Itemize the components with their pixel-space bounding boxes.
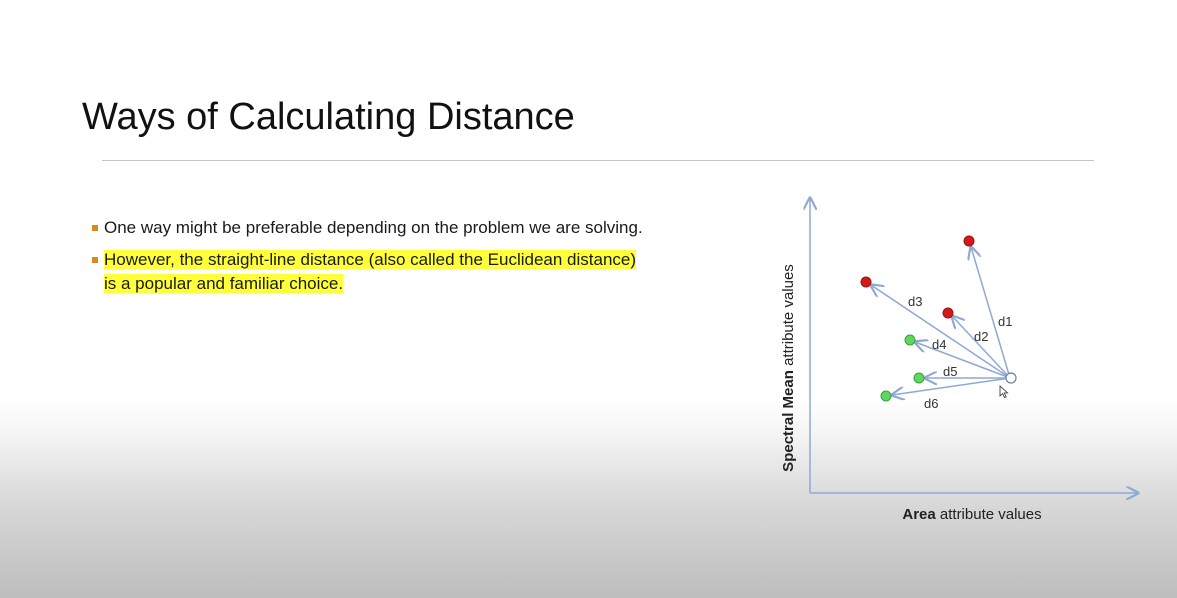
bullet-item-2: However, the straight-line distance (als… (92, 248, 752, 296)
mouse-cursor-icon (999, 384, 1009, 399)
x-axis-label: Area attribute values (902, 506, 1041, 523)
query-point (1005, 372, 1017, 384)
bullet-text-1: One way might be preferable depending on… (104, 218, 643, 237)
bullet-text-2-line-2: is a popular and familiar choice. (104, 274, 344, 293)
distance-diagram: Spectral Mean attribute values Area attr… (780, 180, 1160, 523)
bullet-list: One way might be preferable depending on… (92, 216, 752, 304)
red-point-d1 (963, 235, 975, 247)
label-d4: d4 (932, 337, 946, 352)
label-d3: d3 (908, 294, 922, 309)
arrow-d2 (952, 316, 1011, 379)
slide-title: Ways of Calculating Distance (82, 96, 575, 138)
label-d5: d5 (943, 364, 957, 379)
red-point-d2 (942, 307, 954, 319)
arrow-d1 (971, 247, 1011, 379)
green-point-d6 (880, 390, 892, 402)
title-divider (102, 160, 1094, 161)
arrow-d3 (871, 285, 1011, 379)
bullet-item-1: One way might be preferable depending on… (92, 216, 752, 240)
arrow-d6 (892, 377, 1011, 395)
x-axis-label-rest: attribute values (936, 506, 1042, 523)
bullet-marker-icon (92, 257, 98, 263)
y-axis-label: Spectral Mean attribute values (780, 264, 797, 472)
bullet-marker-icon (92, 225, 98, 231)
label-d1: d1 (998, 314, 1012, 329)
label-d2: d2 (974, 329, 988, 344)
arrow-d4 (915, 342, 1011, 379)
bullet-text-2-line-1: However, the straight-line distance (als… (104, 250, 637, 269)
green-point-d4 (904, 334, 916, 346)
green-point-d5 (913, 372, 925, 384)
y-axis-label-bold: Spectral Mean (780, 370, 797, 472)
label-d6: d6 (924, 396, 938, 411)
red-point-d3 (860, 276, 872, 288)
x-axis-label-bold: Area (902, 506, 936, 523)
y-axis-label-rest: attribute values (780, 264, 797, 370)
